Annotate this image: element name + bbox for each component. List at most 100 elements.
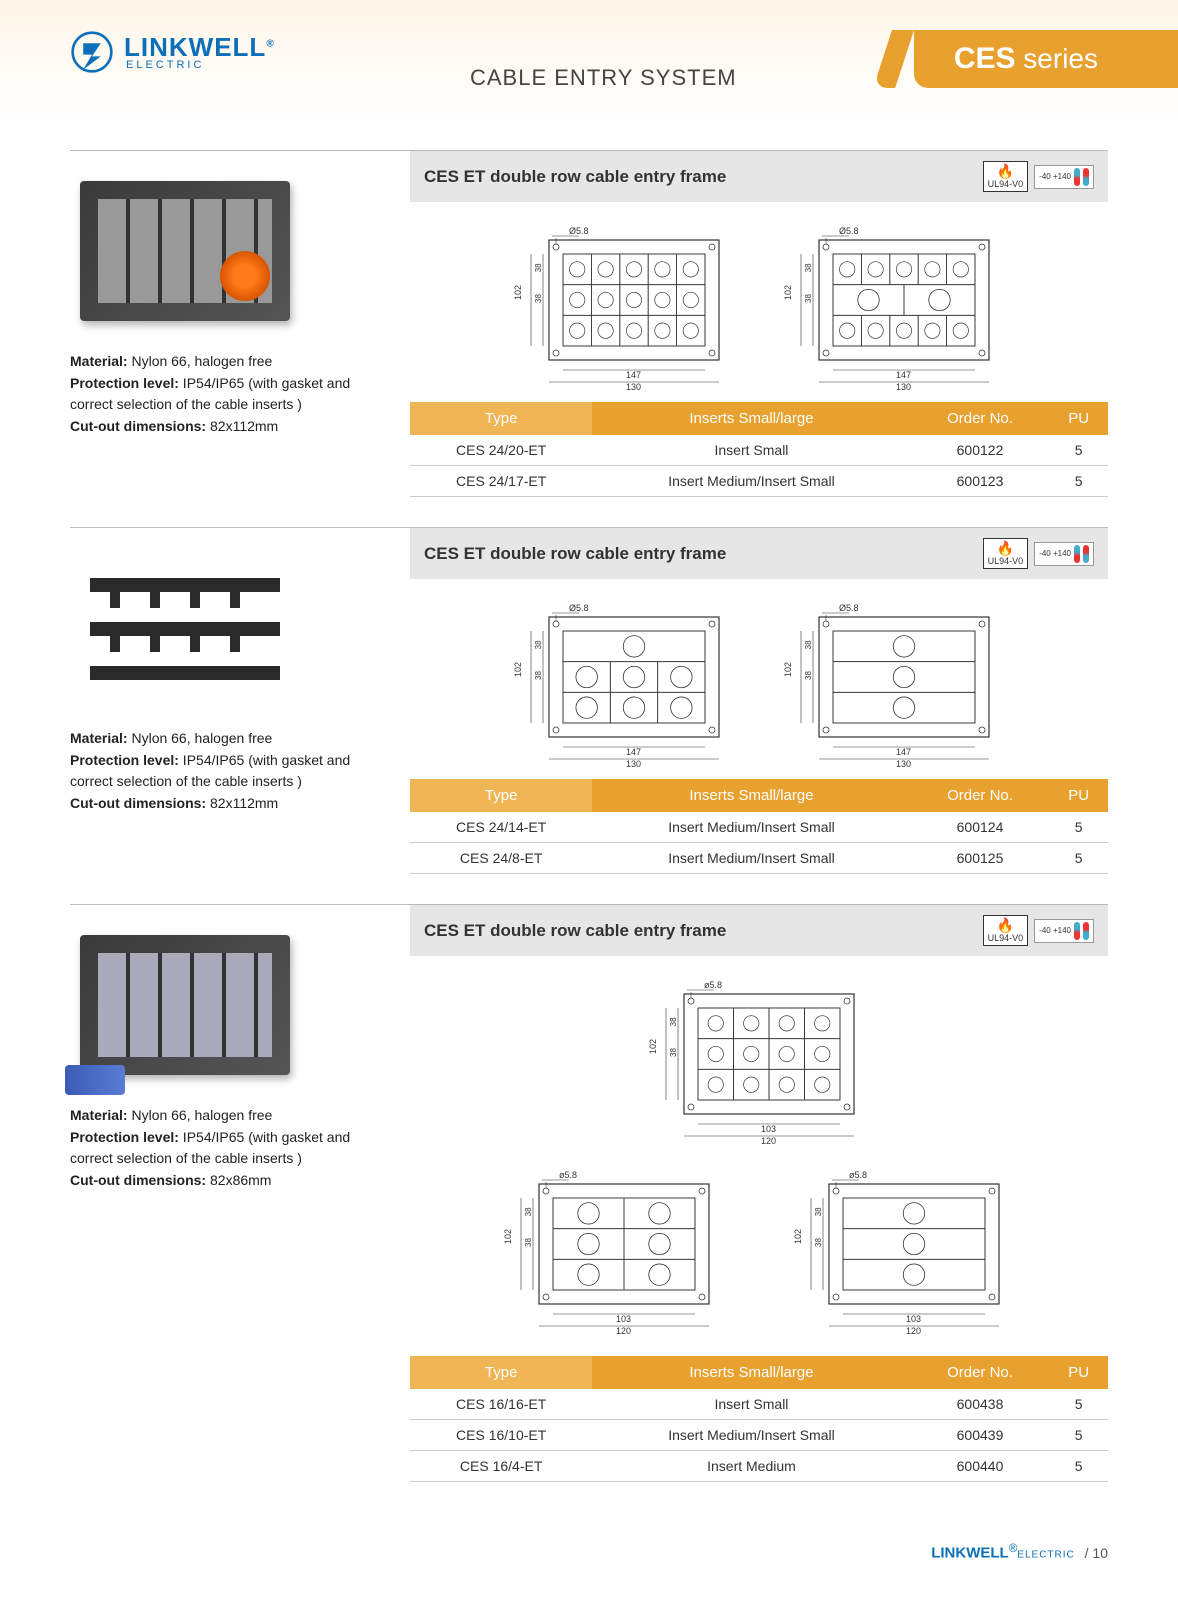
svg-text:130: 130 (896, 759, 911, 769)
ul-badge: 🔥UL94-V0 (983, 915, 1029, 946)
spec-line: Protection level: IP54/IP65 (with gasket… (70, 373, 390, 416)
cell-type: CES 16/16-ET (410, 1389, 592, 1420)
spec-line: Protection level: IP54/IP65 (with gasket… (70, 1127, 390, 1170)
section-title-bar: CES ET double row cable entry frame 🔥UL9… (410, 905, 1108, 956)
series-tab: CES series (914, 30, 1178, 88)
page-title: CABLE ENTRY SYSTEM (470, 65, 737, 91)
page-footer: LINKWELL®ELECTRIC / 10 (0, 1522, 1178, 1582)
col-header: PU (1049, 779, 1108, 812)
svg-text:147: 147 (896, 747, 911, 757)
cell-pu: 5 (1049, 1389, 1108, 1420)
spec-line: Cut-out dimensions: 82x86mm (70, 1170, 390, 1192)
svg-text:130: 130 (626, 759, 641, 769)
col-header: Inserts Small/large (592, 402, 910, 435)
cell-type: CES 16/4-ET (410, 1451, 592, 1482)
svg-text:147: 147 (896, 370, 911, 380)
brand-sub: ELECTRIC (126, 60, 275, 71)
svg-text:ø5.8: ø5.8 (704, 980, 722, 990)
cell-pu: 5 (1049, 812, 1108, 843)
spec-table: TypeInserts Small/largeOrder No.PU CES 2… (410, 402, 1108, 497)
svg-text:38: 38 (804, 671, 813, 680)
svg-text:38: 38 (524, 1207, 533, 1216)
spec-line: Material: Nylon 66, halogen free (70, 728, 390, 750)
spec-line: Protection level: IP54/IP65 (with gasket… (70, 750, 390, 793)
svg-text:102: 102 (783, 285, 793, 300)
svg-text:38: 38 (669, 1017, 678, 1026)
svg-text:38: 38 (534, 294, 543, 303)
product-specs: Material: Nylon 66, halogen freeProtecti… (70, 728, 390, 815)
tech-diagrams: Ø5.8 102 38 38 147 130 Ø5.8 102 38 38 14… (410, 579, 1108, 779)
product-image (80, 181, 290, 321)
svg-text:120: 120 (906, 1326, 921, 1336)
svg-text:ø5.8: ø5.8 (849, 1170, 867, 1180)
svg-text:103: 103 (616, 1314, 631, 1324)
svg-text:103: 103 (906, 1314, 921, 1324)
cell-order: 600440 (911, 1451, 1050, 1482)
svg-text:147: 147 (626, 747, 641, 757)
svg-text:38: 38 (804, 640, 813, 649)
svg-text:147: 147 (626, 370, 641, 380)
cell-pu: 5 (1049, 435, 1108, 466)
col-header: PU (1049, 1356, 1108, 1389)
section-title-bar: CES ET double row cable entry frame 🔥UL9… (410, 528, 1108, 579)
svg-text:Ø5.8: Ø5.8 (839, 226, 859, 236)
cell-order: 600125 (911, 843, 1050, 874)
table-row: CES 16/10-ET Insert Medium/Insert Small … (410, 1420, 1108, 1451)
product-image (80, 558, 290, 698)
brand-logo: LINKWELL® ELECTRIC (70, 30, 275, 74)
svg-text:38: 38 (534, 640, 543, 649)
cert-badges: 🔥UL94-V0 -40 +140 (983, 915, 1094, 946)
product-image (80, 935, 290, 1075)
svg-text:120: 120 (616, 1326, 631, 1336)
col-header: Order No. (911, 1356, 1050, 1389)
table-row: CES 16/4-ET Insert Medium 600440 5 (410, 1451, 1108, 1482)
ul-badge: 🔥UL94-V0 (983, 161, 1029, 192)
cell-order: 600439 (911, 1420, 1050, 1451)
svg-text:130: 130 (626, 382, 641, 392)
svg-text:102: 102 (513, 662, 523, 677)
svg-text:ø5.8: ø5.8 (559, 1170, 577, 1180)
svg-text:102: 102 (783, 662, 793, 677)
svg-text:38: 38 (524, 1238, 533, 1247)
cell-pu: 5 (1049, 1420, 1108, 1451)
product-section: Material: Nylon 66, halogen freeProtecti… (70, 527, 1108, 874)
cell-insert: Insert Medium (592, 1451, 910, 1482)
col-header: Order No. (911, 779, 1050, 812)
svg-text:102: 102 (503, 1229, 513, 1244)
table-row: CES 24/20-ET Insert Small 600122 5 (410, 435, 1108, 466)
svg-text:120: 120 (761, 1136, 776, 1146)
svg-text:38: 38 (804, 294, 813, 303)
product-specs: Material: Nylon 66, halogen freeProtecti… (70, 351, 390, 438)
page-header: LINKWELL® ELECTRIC CABLE ENTRY SYSTEM CE… (70, 30, 1108, 100)
product-section: Material: Nylon 66, halogen freeProtecti… (70, 150, 1108, 497)
brand-reg: ® (266, 38, 274, 49)
svg-text:102: 102 (793, 1229, 803, 1244)
cell-order: 600438 (911, 1389, 1050, 1420)
cell-type: CES 24/8-ET (410, 843, 592, 874)
table-row: CES 16/16-ET Insert Small 600438 5 (410, 1389, 1108, 1420)
table-row: CES 24/17-ET Insert Medium/Insert Small … (410, 466, 1108, 497)
tech-diagrams: ø5.8 102 38 38 103 120 ø5.8 102 38 38 10… (410, 956, 1108, 1356)
svg-text:38: 38 (804, 263, 813, 272)
footer-page: / 10 (1085, 1545, 1108, 1561)
cell-order: 600123 (911, 466, 1050, 497)
svg-text:38: 38 (814, 1207, 823, 1216)
spec-line: Material: Nylon 66, halogen free (70, 351, 390, 373)
svg-text:38: 38 (814, 1238, 823, 1247)
col-header: Type (410, 1356, 592, 1389)
table-row: CES 24/14-ET Insert Medium/Insert Small … (410, 812, 1108, 843)
section-title-bar: CES ET double row cable entry frame 🔥UL9… (410, 151, 1108, 202)
ul-badge: 🔥UL94-V0 (983, 538, 1029, 569)
cell-order: 600122 (911, 435, 1050, 466)
svg-text:Ø5.8: Ø5.8 (569, 226, 589, 236)
svg-text:38: 38 (534, 263, 543, 272)
svg-text:38: 38 (669, 1048, 678, 1057)
product-specs: Material: Nylon 66, halogen freeProtecti… (70, 1105, 390, 1192)
svg-text:130: 130 (896, 382, 911, 392)
svg-text:102: 102 (513, 285, 523, 300)
col-header: Inserts Small/large (592, 779, 910, 812)
svg-text:102: 102 (648, 1039, 658, 1054)
series-suffix: series (1023, 43, 1098, 74)
temp-badge: -40 +140 (1034, 919, 1094, 943)
cell-insert: Insert Medium/Insert Small (592, 843, 910, 874)
